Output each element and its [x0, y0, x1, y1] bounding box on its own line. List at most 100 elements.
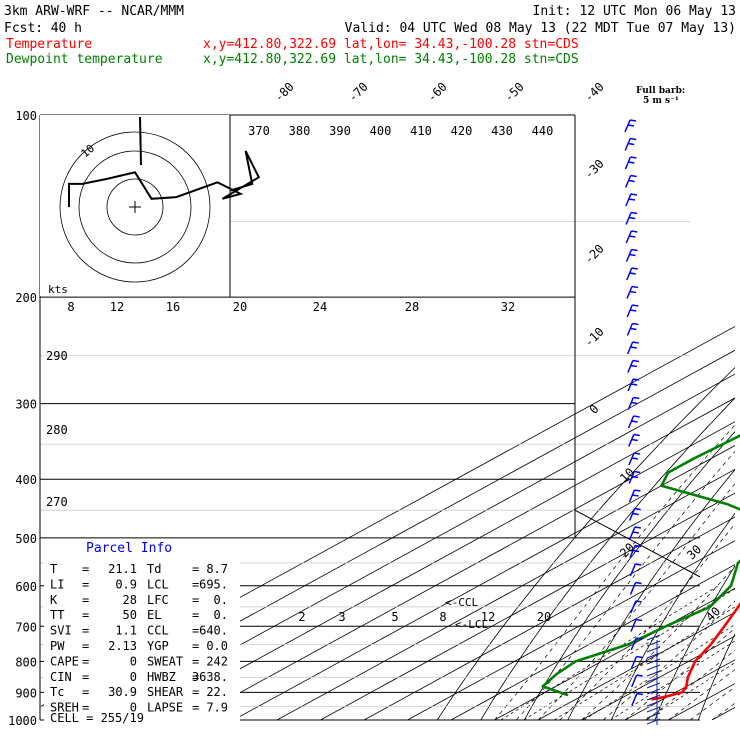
- mixing-ratio-label: 20: [233, 300, 247, 314]
- parcel-value: 0: [130, 654, 137, 668]
- parcel-label: CAPE: [50, 654, 79, 668]
- wind-barb-flag: [636, 637, 643, 640]
- parcel-info-title: Parcel Info: [86, 541, 172, 556]
- wind-barb-flag: [632, 512, 639, 516]
- hodograph-trace-top: [139, 116, 142, 166]
- parcel-value: 0: [130, 701, 137, 715]
- theta-label: 380: [289, 124, 311, 138]
- pressure-tick-label: 900: [15, 686, 37, 700]
- wind-barb-flag: [630, 211, 638, 215]
- temperature-tick-label: -10: [582, 325, 607, 350]
- parcel-label-right: LFC: [147, 593, 169, 607]
- theta-e-label: 290: [46, 349, 68, 363]
- hodograph-ring: [106, 178, 164, 236]
- parcel-eq: =: [82, 639, 89, 653]
- wind-barb-flag: [633, 415, 640, 418]
- parcel-label: TT: [50, 608, 64, 622]
- mixing-ratio-line: [554, 606, 735, 720]
- wind-barb-flag: [631, 438, 638, 442]
- wind-barb-flag: [632, 494, 639, 497]
- pressure-tick-label: 600: [15, 580, 37, 594]
- pressure-tick-label: 800: [15, 655, 37, 669]
- parcel-eq: =: [82, 562, 89, 576]
- wind-barb-flag: [631, 457, 639, 460]
- wind-barb-flag: [632, 322, 639, 326]
- isotherm: [363, 516, 735, 720]
- wind-barb-low: [646, 718, 661, 725]
- wind-barb-flag: [631, 248, 638, 252]
- wind-barb-flag: [634, 544, 642, 548]
- wind-barb-flag: [628, 179, 635, 183]
- sounding-profiles: [541, 433, 740, 701]
- wind-barb: [629, 545, 636, 558]
- pressure-tick-label: 100: [15, 109, 37, 123]
- parcel-label-right: LCL: [147, 577, 169, 591]
- dewpoint-profile: [541, 433, 740, 697]
- parcel-label-right: HWBZ: [147, 670, 176, 684]
- parcel-eq: =: [82, 701, 89, 715]
- parcel-eq: =: [192, 577, 199, 591]
- wind-barb-flag: [629, 235, 636, 238]
- wind-barb-flag: [630, 309, 637, 312]
- hodograph-ring: [78, 150, 192, 264]
- wind-barb-flag: [632, 304, 639, 307]
- wind-barb-flag: [633, 433, 640, 437]
- pressure-tick-label: 1000: [8, 714, 37, 728]
- wind-barb: [625, 212, 632, 225]
- wind-barb-flag: [628, 142, 635, 146]
- pressure-tick-label: 500: [15, 532, 37, 546]
- theta-e-label: 280: [46, 423, 68, 437]
- wind-barb: [628, 452, 635, 466]
- parcel-label-right: YGP: [147, 639, 169, 653]
- parcel-eq: =: [192, 562, 199, 576]
- theta-label: 400: [370, 124, 392, 138]
- wind-barb-flag: [631, 285, 639, 289]
- wind-barb-low: [646, 646, 661, 653]
- parcel-label: SVI: [50, 624, 72, 638]
- moist-adiabat: [603, 600, 735, 720]
- parcel-info-panel: Parcel Info T = 21.1 Td = 8.7LI = 0.9 LCL = 695.K =…: [44, 539, 240, 725]
- wind-barb-low: [646, 700, 661, 707]
- parcel-value: 30.9: [108, 685, 137, 699]
- parcel-eq: =: [192, 685, 199, 699]
- wind-barb-flag: [630, 137, 637, 141]
- parcel-value-right: 3638.: [192, 670, 228, 684]
- wind-barb-low: [646, 658, 661, 665]
- wind-barb-flag: [630, 156, 637, 159]
- parcel-eq: =: [82, 654, 89, 668]
- mixing-ratio-low-label: 2: [298, 610, 305, 624]
- wind-barb-flag: [632, 531, 640, 534]
- parcel-label-right: SWEAT: [147, 654, 183, 668]
- parcel-label: Tc: [50, 685, 64, 699]
- wind-barb-flag: [631, 401, 638, 405]
- wind-barb: [626, 267, 633, 281]
- mixing-ratio-line: [523, 588, 735, 720]
- pressure-tick-label: 700: [15, 620, 37, 634]
- parcel-eq: =: [192, 654, 199, 668]
- temperature-tick-label: -20: [582, 242, 607, 267]
- forecast-hour: 40 h: [51, 21, 82, 36]
- isotherm: [59, 349, 735, 720]
- parcel-value: 0: [130, 670, 137, 684]
- wind-barb: [624, 119, 631, 133]
- parcel-value-right: 8.7: [206, 562, 228, 576]
- temperature-tick-label: 10: [617, 465, 637, 485]
- parcel-cell: CELL = 255/19: [50, 711, 144, 725]
- theta-label: 430: [491, 124, 513, 138]
- wind-barb-low: [646, 676, 661, 683]
- parcel-label-right: EL: [147, 608, 161, 622]
- parcel-label-right: SHEAR: [147, 685, 184, 699]
- right-edge-slant: [574, 509, 701, 578]
- mixing-ratio-low-label: 8: [439, 610, 446, 624]
- temperature-tick-label: -30: [582, 157, 607, 182]
- wind-barb-flag: [630, 364, 638, 368]
- wind-barb-flag: [629, 290, 637, 294]
- wind-barb: [629, 526, 636, 540]
- pressure-tick-label: 200: [15, 291, 37, 305]
- mixing-ratio-low-label: 12: [481, 610, 495, 624]
- parcel-info-background: [44, 539, 240, 723]
- wind-barb-flag: [630, 174, 637, 178]
- parcel-eq: =: [82, 608, 89, 622]
- parcel-value-right: 7.9: [206, 701, 228, 715]
